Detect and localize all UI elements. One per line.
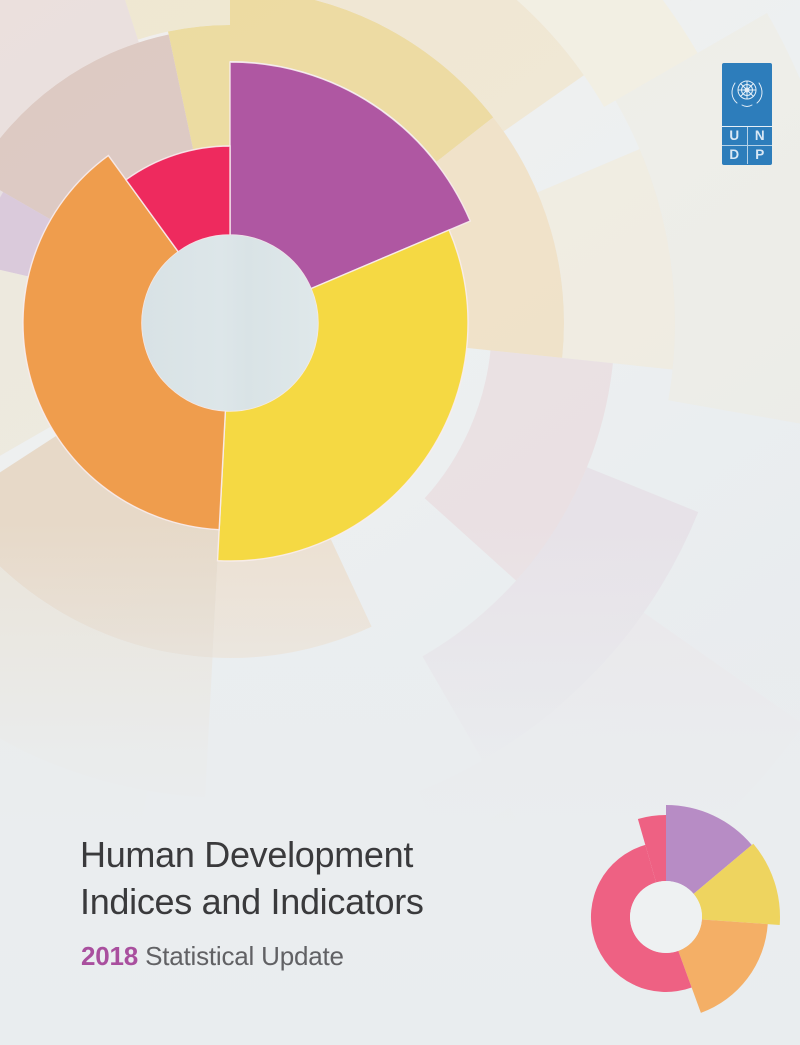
minidonut-segment-pink-ring — [590, 844, 692, 993]
sunburst-center-hole — [142, 235, 318, 411]
logo-letter: D — [722, 146, 747, 164]
mini-donut-chart — [590, 805, 780, 1013]
minidonut-center-hole — [630, 881, 702, 953]
logo-letter-grid: U N D P — [722, 126, 772, 164]
logo-letter: P — [747, 146, 772, 164]
report-title-line2: Indices and Indicators — [80, 881, 424, 922]
un-emblem-icon — [731, 80, 763, 107]
logo-letter: N — [747, 127, 772, 145]
report-title: Human Development Indices and Indicators — [80, 831, 424, 925]
minidonut-segment-orange — [678, 919, 768, 1013]
logo-letter: U — [722, 127, 747, 145]
sunburst-chart — [22, 61, 472, 562]
report-title-line1: Human Development — [80, 834, 414, 875]
minidonut-segment-purple — [666, 805, 752, 894]
subtitle-year: 2018 — [81, 941, 139, 971]
undp-logo: U N D P — [722, 63, 772, 165]
report-subtitle: 2018 Statistical Update — [81, 941, 344, 972]
minidonut-segment-yellow — [693, 843, 780, 925]
subtitle-text: Statistical Update — [138, 941, 344, 971]
minidonut-segment-pink-tip — [637, 815, 666, 883]
